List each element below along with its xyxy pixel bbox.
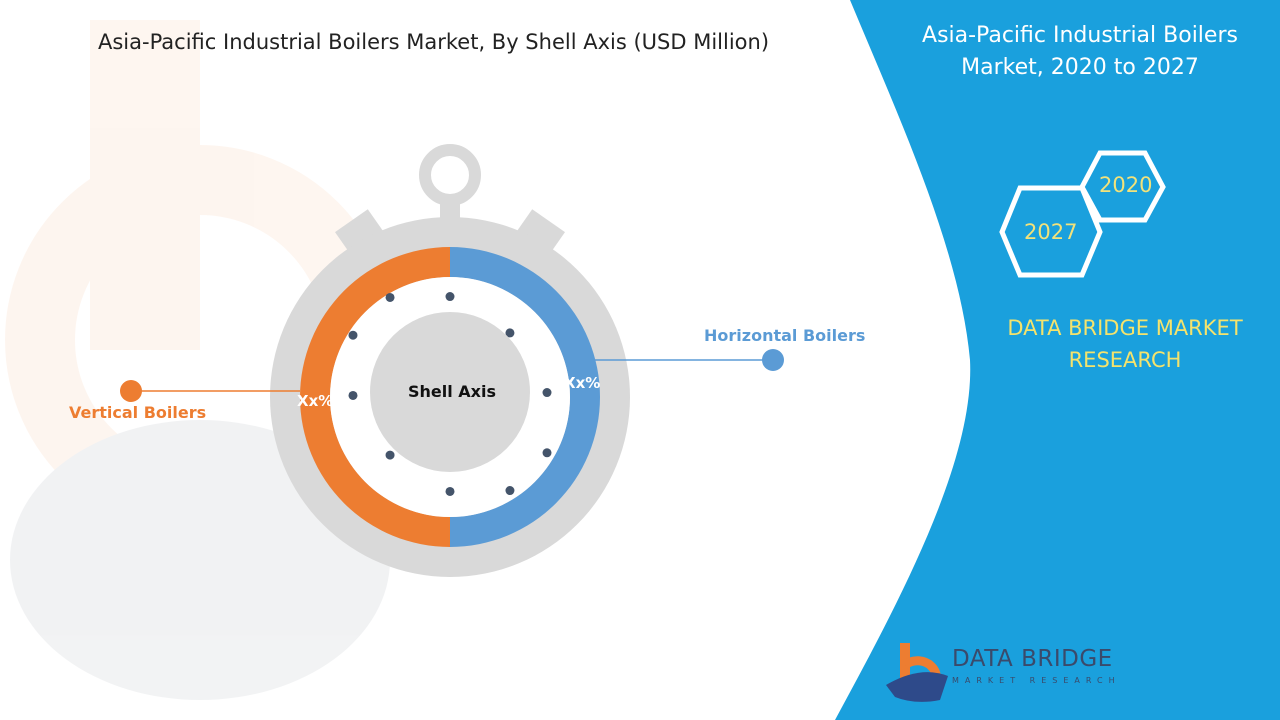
horizontal-percent: Xx% [564, 374, 601, 392]
segment-vertical-boilers [300, 247, 450, 547]
tick-dot [385, 292, 395, 302]
logo-subtext: MARKET RESEARCH [952, 676, 1121, 685]
tick-dot [445, 292, 455, 302]
vertical-marker [120, 380, 142, 402]
tick-dot [445, 486, 455, 496]
hexagon-2027 [999, 185, 1103, 278]
horizontal-label: Horizontal Boilers [704, 326, 866, 345]
watermark [5, 20, 395, 700]
logo-text: DATA BRIDGE [952, 646, 1113, 672]
panel-title: Asia-Pacific Industrial Boilers Market, … [922, 23, 1238, 80]
tick-dots [348, 292, 552, 496]
blue-side-panel [835, 0, 1280, 720]
year-start: 2020 [1099, 173, 1153, 197]
center-circle [370, 312, 530, 472]
center-label: Shell Axis [407, 382, 496, 401]
vertical-label: Vertical Boilers [69, 403, 207, 422]
brand-name: DATA BRIDGE MARKET RESEARCH [1007, 316, 1243, 372]
tick-dot [505, 328, 515, 338]
logo-icon [886, 643, 948, 702]
tick-dot [385, 450, 395, 460]
vertical-percent: Xx% [297, 392, 334, 410]
segment-horizontal-boilers [450, 247, 600, 547]
tick-dot [348, 390, 358, 400]
year-end: 2027 [1024, 220, 1078, 244]
horizontal-marker [762, 349, 784, 371]
tick-dot [542, 448, 552, 458]
tick-dot [542, 388, 552, 398]
tick-dot [505, 486, 515, 496]
tick-dot [348, 330, 358, 340]
chart-title: Asia-Pacific Industrial Boilers Market, … [98, 30, 770, 54]
